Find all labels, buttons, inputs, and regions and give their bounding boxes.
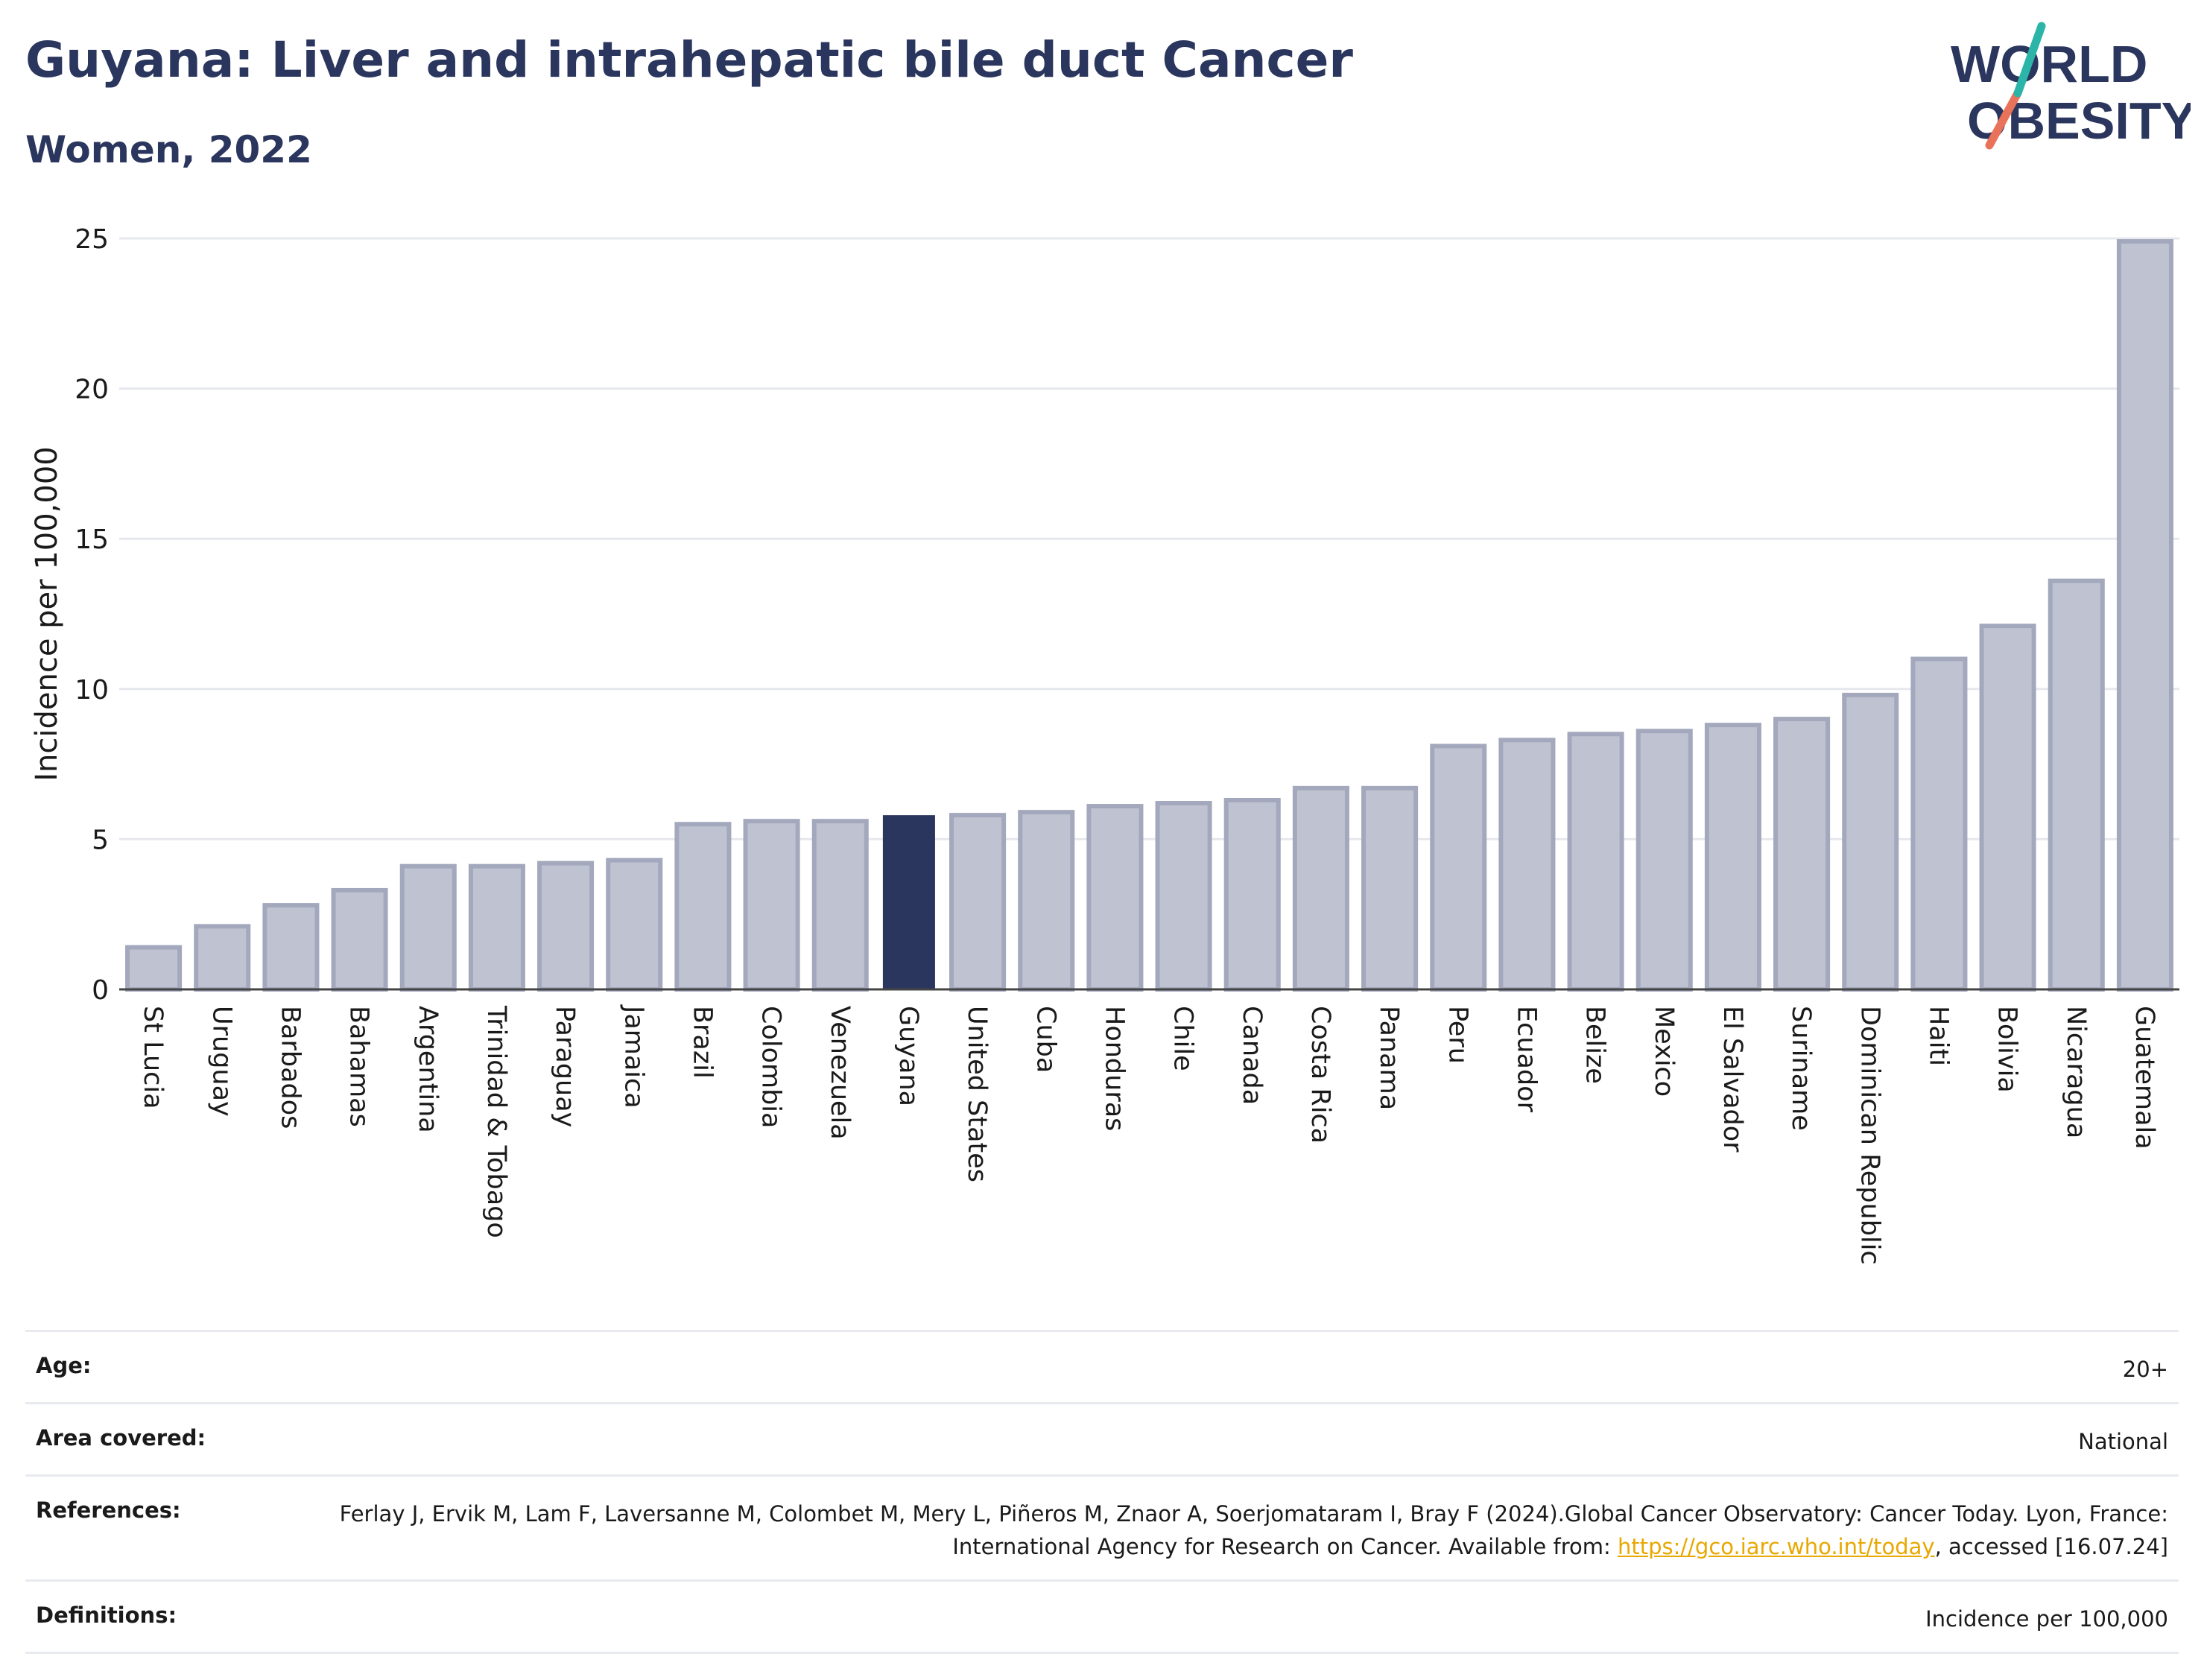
x-tick-label: Costa Rica: [1305, 1006, 1335, 1144]
bar-costa-rica: [1292, 785, 1349, 992]
x-tick-label: El Salvador: [1717, 1006, 1747, 1153]
x-tick-label: Guyana: [893, 1006, 923, 1106]
bar-st-lucia: [125, 945, 183, 992]
x-tick-label: Venezuela: [825, 1006, 855, 1140]
bar-chart: 0 5 10 15 20 25 Incidence per 100,000 St Lucia U…: [30, 224, 2179, 1265]
bar-ecuador: [1498, 738, 1556, 992]
y-tick-label: 0: [92, 975, 109, 1006]
y-tick-label: 10: [75, 675, 109, 706]
bar-haiti: [1910, 656, 1968, 992]
page-subtitle: Women, 2022: [25, 128, 312, 171]
bar-honduras: [1086, 804, 1144, 992]
bar-nicaragua: [2048, 578, 2105, 992]
info-row-definitions: Definitions: Incidence per 100,000: [25, 1579, 2179, 1654]
y-axis-title: Incidence per 100,000: [30, 446, 64, 782]
bar-panama: [1361, 785, 1419, 992]
x-tick-label: Chile: [1168, 1006, 1198, 1071]
bar-jamaica: [606, 858, 663, 992]
x-tick-label: Argentina: [413, 1006, 443, 1133]
x-tick-label: Mexico: [1649, 1006, 1679, 1097]
bar-belize: [1567, 732, 1624, 992]
info-table: Age: 20+ Area covered: National Referenc…: [25, 1330, 2179, 1654]
x-tick-label: Jamaica: [618, 1004, 648, 1109]
bar-united-states: [949, 813, 1007, 992]
info-row-references: References: Ferlay J, Ervik M, Lam F, La…: [25, 1474, 2179, 1579]
logo-line1: WORLD: [1951, 35, 2147, 93]
x-tick-label: Brazil: [687, 1006, 717, 1079]
x-tick-label: Trinidad & Tobago: [481, 1005, 511, 1238]
bar-guyana: [882, 815, 935, 989]
bar-guatemala: [2116, 239, 2173, 992]
x-tick-label: Paraguay: [550, 1006, 580, 1127]
x-tick-label: Canada: [1237, 1006, 1267, 1105]
references-value: Ferlay J, Ervik M, Lam F, Laversanne M, …: [305, 1497, 2168, 1563]
x-tick-label: Bahamas: [344, 1006, 374, 1127]
x-tick-label: Haiti: [1923, 1006, 1953, 1066]
bar-cuba: [1018, 810, 1075, 992]
bar-mexico: [1635, 729, 1693, 992]
page-title: Guyana: Liver and intrahepatic bile duct…: [25, 31, 1353, 89]
bar-chile: [1155, 801, 1212, 992]
bar-dominican-republic: [1842, 692, 1899, 992]
x-tick-label: Peru: [1443, 1006, 1472, 1064]
definitions-value: Incidence per 100,000: [1925, 1606, 2168, 1632]
x-tick-label: Barbados: [275, 1006, 305, 1129]
y-tick-label: 5: [92, 825, 109, 855]
x-tick-label: Bolivia: [1992, 1006, 2022, 1093]
x-tick-label: Honduras: [1099, 1006, 1129, 1131]
y-tick-label: 20: [75, 375, 109, 405]
info-row-area: Area covered: National: [25, 1402, 2179, 1474]
bar-suriname: [1773, 717, 1831, 992]
bar-canada: [1223, 797, 1281, 992]
x-tick-label: Uruguay: [206, 1006, 236, 1117]
area-value: National: [2078, 1429, 2168, 1454]
bar-peru: [1430, 744, 1487, 992]
x-tick-label: Panama: [1374, 1006, 1404, 1110]
world-obesity-logo: WORLD OBESITY: [1951, 22, 2191, 150]
x-tick-label: Colombia: [756, 1006, 786, 1128]
references-tail: , accessed [16.07.24]: [1934, 1534, 2168, 1559]
x-tick-label: United States: [962, 1006, 992, 1182]
bar-colombia: [743, 819, 800, 992]
bar-bolivia: [1979, 624, 2036, 992]
bar-barbados: [262, 903, 320, 992]
x-tick-label: St Lucia: [138, 1006, 168, 1109]
x-tick-label: Cuba: [1030, 1006, 1060, 1073]
bar-bahamas: [331, 887, 388, 992]
x-tick-label: Guatemala: [2129, 1006, 2159, 1150]
references-link[interactable]: https://gco.iarc.who.int/today: [1617, 1534, 1935, 1559]
info-row-age: Age: 20+: [25, 1330, 2179, 1402]
x-tick-label: Belize: [1580, 1006, 1610, 1084]
references-label: References:: [36, 1497, 181, 1523]
x-tick-label: Nicaragua: [2061, 1006, 2091, 1138]
bar-paraguay: [537, 860, 595, 992]
x-tick-label: Suriname: [1786, 1006, 1816, 1131]
definitions-label: Definitions:: [36, 1603, 177, 1628]
age-value: 20+: [2122, 1357, 2168, 1382]
area-label: Area covered:: [36, 1425, 206, 1451]
x-tick-label: Ecuador: [1511, 1006, 1541, 1113]
bar-uruguay: [194, 924, 251, 992]
references-text: Ferlay J, Ervik M, Lam F, Laversanne M, …: [339, 1501, 2168, 1559]
y-tick-label: 25: [75, 224, 109, 255]
bar-trinidad-tobago: [468, 863, 525, 992]
bar-argentina: [399, 863, 457, 992]
bar-el-salvador: [1704, 723, 1761, 992]
age-label: Age:: [36, 1353, 92, 1378]
bar-brazil: [674, 822, 732, 992]
y-tick-label: 15: [75, 524, 109, 555]
bar-venezuela: [811, 819, 869, 992]
x-tick-label: Dominican Republic: [1855, 1006, 1884, 1265]
